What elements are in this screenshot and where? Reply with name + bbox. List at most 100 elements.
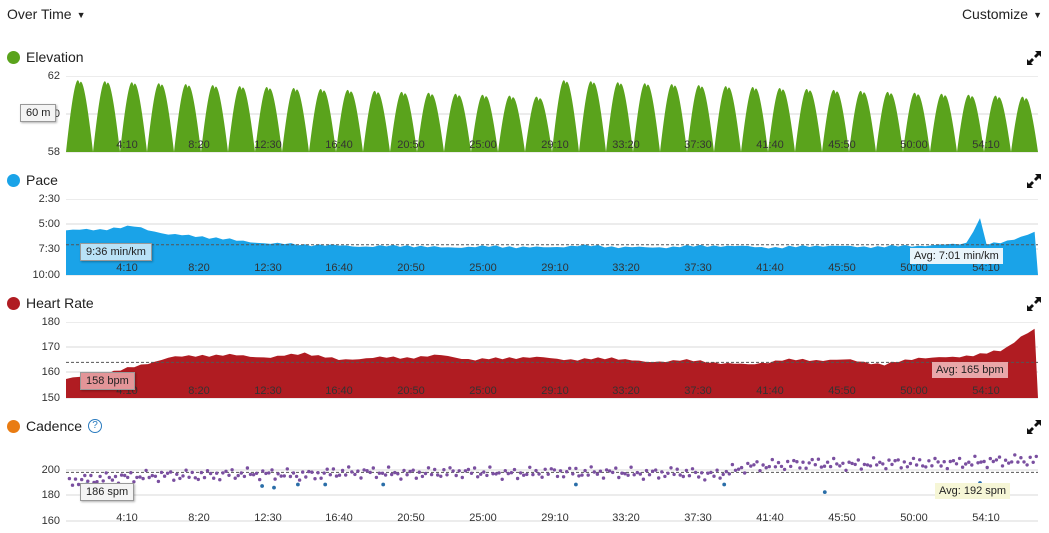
cadence-point: [138, 475, 142, 479]
customize-dropdown[interactable]: Customize ▼: [962, 6, 1042, 22]
x-tick-label: 50:00: [900, 139, 928, 151]
x-tick-label: 37:30: [684, 139, 712, 151]
cadence-point: [816, 457, 821, 461]
view-mode-dropdown[interactable]: Over Time ▼: [7, 6, 86, 22]
cadence-point: [260, 484, 264, 488]
help-icon[interactable]: ?: [88, 419, 102, 433]
x-tick-label: 29:10: [541, 139, 569, 151]
cadence-point: [773, 465, 778, 469]
cadence-point: [758, 469, 762, 473]
heart-rate-chart[interactable]: [66, 322, 1038, 400]
cadence-point: [1028, 455, 1032, 459]
cadence-point: [614, 466, 618, 470]
expand-icon[interactable]: [1026, 50, 1042, 66]
x-tick-label: 33:20: [612, 139, 640, 151]
cadence-point: [399, 477, 403, 481]
cadence-point: [607, 469, 612, 473]
cadence-point: [561, 475, 566, 479]
cadence-point: [408, 469, 412, 474]
elevation-dot-icon: [7, 51, 20, 64]
cadence-point: [221, 471, 225, 475]
cadence-point: [178, 476, 182, 481]
cadence-point: [436, 473, 440, 477]
cadence-point: [991, 459, 995, 464]
cadence-point: [196, 477, 200, 482]
cadence-point: [776, 460, 781, 465]
y-tick-label: 160: [41, 366, 60, 378]
cadence-point: [789, 464, 793, 469]
cadence-point: [960, 465, 965, 469]
cadence-point: [1013, 453, 1017, 457]
cadence-point: [847, 460, 851, 464]
cadence-point: [261, 469, 265, 473]
cadence-point: [828, 464, 833, 469]
cadence-point: [479, 472, 483, 476]
average-label: Avg: 165 bpm: [932, 362, 1008, 378]
pace-chart[interactable]: [66, 199, 1038, 277]
cadence-point: [918, 458, 922, 462]
cadence-point: [835, 462, 839, 466]
cadence-point: [899, 466, 903, 470]
cadence-point: [1016, 460, 1020, 464]
hover-value-tooltip: 186 spm: [80, 483, 135, 501]
cadence-point: [156, 479, 161, 484]
cadence-point: [865, 463, 870, 467]
cadence-point: [862, 462, 867, 467]
cadence-point: [162, 474, 167, 478]
cadence-point: [497, 471, 501, 475]
hover-value-tooltip: 158 bpm: [80, 372, 135, 390]
pace-title: Pace: [26, 172, 58, 188]
expand-icon[interactable]: [1026, 296, 1042, 312]
cadence-point: [853, 462, 857, 467]
cadence-point: [924, 465, 928, 469]
cadence-point: [681, 474, 685, 479]
cadence-point: [208, 471, 213, 476]
elevation-chart[interactable]: [66, 76, 1038, 154]
cadence-point: [675, 467, 679, 471]
x-tick-label: 16:40: [325, 262, 353, 274]
cadence-point: [325, 467, 329, 471]
cadence-point: [476, 475, 480, 479]
x-tick-label: 4:10: [116, 262, 138, 274]
cadence-point: [365, 469, 369, 473]
heart-rate-dot-icon: [7, 297, 20, 310]
y-tick-label: 160: [41, 515, 60, 527]
cadence-point: [746, 461, 750, 466]
cadence-point: [76, 482, 81, 487]
x-tick-label: 20:50: [397, 385, 425, 397]
cadence-point: [982, 459, 986, 464]
cadence-point: [697, 475, 701, 479]
cadence-point: [233, 476, 237, 480]
cadence-chart[interactable]: [66, 445, 1038, 523]
cadence-point: [359, 476, 363, 480]
cadence-point: [693, 470, 698, 475]
cadence-point: [730, 462, 735, 467]
expand-icon[interactable]: [1026, 173, 1042, 189]
cadence-point: [242, 474, 247, 479]
cadence-point: [89, 473, 93, 478]
cadence-point: [451, 469, 455, 473]
x-tick-label: 12:30: [254, 139, 282, 151]
cadence-point: [586, 473, 590, 477]
cadence-point: [80, 477, 84, 482]
cadence-point: [522, 473, 526, 477]
expand-icon[interactable]: [1026, 419, 1042, 435]
cadence-point: [279, 474, 283, 478]
y-tick-label: 58: [47, 146, 60, 158]
hover-value-tooltip: 9:36 min/km: [80, 243, 152, 261]
cadence-point: [718, 476, 722, 480]
cadence-point: [285, 467, 289, 471]
hover-value-tooltip: 60 m: [20, 104, 57, 122]
x-tick-label: 45:50: [828, 385, 856, 397]
cadence-point: [611, 470, 615, 475]
cadence-point: [647, 473, 652, 477]
cadence-point: [825, 460, 830, 464]
cadence-point: [98, 474, 102, 479]
cadence-point: [165, 471, 170, 475]
cadence-point: [417, 470, 421, 474]
cadence-point: [663, 474, 667, 479]
cadence-point: [1003, 458, 1008, 462]
cadence-point: [488, 465, 492, 469]
cadence-point: [337, 473, 342, 477]
cadence-point: [291, 471, 296, 475]
